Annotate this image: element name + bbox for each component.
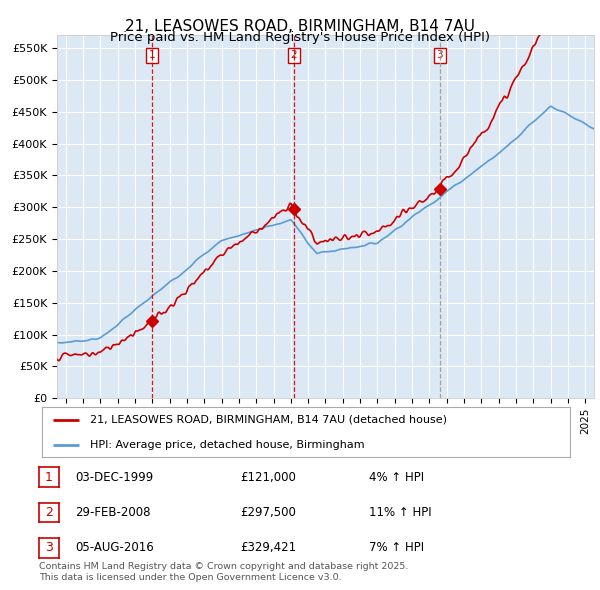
Text: 05-AUG-2016: 05-AUG-2016	[75, 541, 154, 555]
Text: 4% ↑ HPI: 4% ↑ HPI	[369, 470, 424, 484]
Text: 1: 1	[149, 50, 155, 60]
Text: 3: 3	[45, 541, 53, 555]
Text: £329,421: £329,421	[240, 541, 296, 555]
Text: 1: 1	[45, 470, 53, 484]
Text: £121,000: £121,000	[240, 470, 296, 484]
Text: 3: 3	[436, 50, 443, 60]
Text: 2: 2	[45, 506, 53, 519]
Text: HPI: Average price, detached house, Birmingham: HPI: Average price, detached house, Birm…	[89, 440, 364, 450]
Text: 03-DEC-1999: 03-DEC-1999	[75, 470, 153, 484]
Text: 29-FEB-2008: 29-FEB-2008	[75, 506, 151, 519]
Text: Price paid vs. HM Land Registry's House Price Index (HPI): Price paid vs. HM Land Registry's House …	[110, 31, 490, 44]
Text: 7% ↑ HPI: 7% ↑ HPI	[369, 541, 424, 555]
Text: 11% ↑ HPI: 11% ↑ HPI	[369, 506, 431, 519]
Text: £297,500: £297,500	[240, 506, 296, 519]
Text: 21, LEASOWES ROAD, BIRMINGHAM, B14 7AU (detached house): 21, LEASOWES ROAD, BIRMINGHAM, B14 7AU (…	[89, 415, 446, 425]
Text: Contains HM Land Registry data © Crown copyright and database right 2025.
This d: Contains HM Land Registry data © Crown c…	[39, 562, 409, 582]
Text: 2: 2	[290, 50, 297, 60]
Text: 21, LEASOWES ROAD, BIRMINGHAM, B14 7AU: 21, LEASOWES ROAD, BIRMINGHAM, B14 7AU	[125, 19, 475, 34]
